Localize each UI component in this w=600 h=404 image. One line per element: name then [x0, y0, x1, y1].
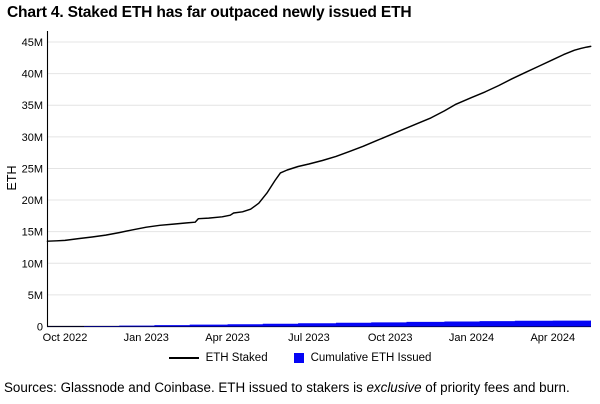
x-tick-label: Jul 2023 — [288, 332, 330, 344]
x-tick-label: Jan 2024 — [449, 332, 494, 344]
y-tick-label: 15M — [22, 227, 43, 239]
x-tick-label: Oct 2022 — [43, 332, 88, 344]
series-eth-staked — [46, 45, 592, 242]
sources-emphasis: exclusive — [366, 380, 422, 395]
x-tick-label: Apr 2023 — [205, 332, 250, 344]
legend-item-cumulative-issued: Cumulative ETH Issued — [293, 352, 432, 364]
y-tick-label: 45M — [22, 37, 43, 49]
y-tick-label: 0 — [37, 322, 43, 334]
chart-canvas: 0 5M 10M 15M 20M 25M 30M 35M 40M 45M Oct 2022 Jan 2… — [5, 31, 592, 344]
y-tick-label: 20M — [22, 195, 43, 207]
sources-suffix: of priority fees and burn. — [421, 380, 570, 395]
series-cumulative-eth-issued — [47, 320, 591, 327]
x-tick-label: Oct 2023 — [368, 332, 413, 344]
x-tick-label: Jan 2023 — [124, 332, 169, 344]
legend-label-eth-staked: ETH Staked — [205, 352, 268, 364]
y-tick-label: 25M — [22, 163, 43, 175]
y-tick-label: 10M — [22, 258, 43, 270]
legend: ETH Staked Cumulative ETH Issued — [0, 352, 600, 364]
y-tick-label: 35M — [22, 100, 43, 112]
y-axis-title: ETH — [5, 166, 19, 191]
chart-title: Chart 4. Staked ETH has far outpaced new… — [7, 4, 412, 21]
legend-label-cumulative-issued: Cumulative ETH Issued — [310, 352, 432, 364]
line-swatch-icon — [168, 357, 199, 359]
x-tick-label: Apr 2024 — [530, 332, 575, 344]
square-swatch-icon — [293, 353, 304, 363]
y-tick-label: 30M — [22, 132, 43, 144]
y-tick-label: 40M — [22, 69, 43, 81]
legend-item-eth-staked: ETH Staked — [168, 352, 268, 364]
sources-note: Sources: Glassnode and Coinbase. ETH iss… — [4, 380, 570, 395]
sources-text: Sources: Glassnode and Coinbase. ETH iss… — [4, 380, 367, 395]
y-tick-label: 5M — [28, 290, 43, 302]
